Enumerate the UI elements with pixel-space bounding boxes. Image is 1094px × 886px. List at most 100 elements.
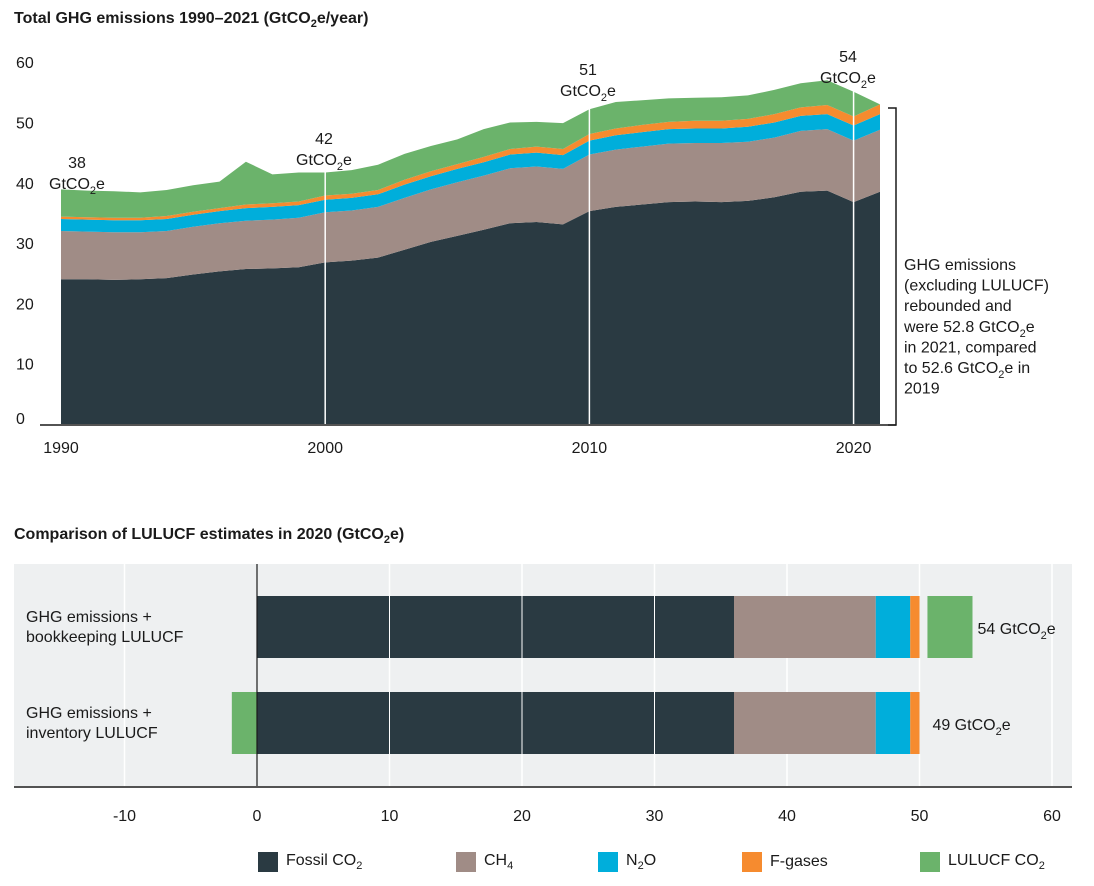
bar-category-label: bookkeeping LULUCF [26,629,184,646]
legend-label: F-gases [770,853,828,871]
side-note-line-pre: GHG emissions [904,257,1016,274]
legend-label-pre: LULUCF CO [948,852,1039,869]
annotation-value: 38 [68,155,86,172]
legend-swatch [598,852,618,873]
annotation-value: 42 [315,131,333,148]
bar-x-tick-label: 30 [646,808,664,825]
legend-swatch [258,852,278,873]
y-tick-label: 30 [16,236,34,253]
bar-x-tick-label: 40 [778,808,796,825]
bar-total-label-sub: 2 [996,726,1002,738]
annotation-value: 54 [839,49,857,66]
bar-total-label-sub: 2 [1041,630,1047,642]
bar-total-label-pre: 54 GtCO [978,621,1041,638]
y-tick-label: 20 [16,296,34,313]
legend-label-pre: CH [484,852,508,869]
bar-x-tick-label: 60 [1043,808,1061,825]
side-note-line-pre: (excluding LULUCF) [904,278,1049,295]
annotation-unit-post: e [96,176,105,193]
annotation-unit: GtCO2e [560,83,616,104]
side-note-line: rebounded and [904,298,1012,315]
chart-title-top: Total GHG emissions 1990–2021 (GtCO2e/ye… [14,10,369,31]
annotation-unit: GtCO2e [296,152,352,173]
side-note-line: GHG emissions [904,257,1016,274]
annotation-unit-pre: GtCO [49,176,90,193]
legend-label-pre: Fossil CO [286,852,357,869]
legend-label-post: O [643,852,657,869]
side-note-line-pre: rebounded and [904,298,1012,315]
annotation-unit-sub: 2 [90,185,96,197]
annotation-unit-sub: 2 [601,92,607,104]
bar-segment-fossil-co2 [257,692,734,754]
chart-legend: Fossil CO2 CH4 N2O F-gases LULUCF CO2 [0,852,1094,878]
bar-x-tick-label: 10 [381,808,399,825]
legend-item: F-gases [742,852,828,872]
legend-label: LULUCF CO2 [948,852,1045,872]
legend-label-sub: 4 [507,860,514,873]
annotation-unit-pre: GtCO [560,83,601,100]
annotation-unit: GtCO2e [820,70,876,91]
y-tick-label: 10 [16,357,34,374]
side-note-line-post: e in [1004,360,1030,377]
bar-x-tick-label: 20 [513,808,531,825]
bar-total-label-post: e [1047,621,1056,638]
annotation-unit-pre: GtCO [820,70,861,87]
legend-swatch [742,852,762,872]
bar-total-label-pre: 49 GtCO [932,717,995,734]
area-n2o [61,114,880,233]
side-note-line-pre: in 2021, compared [904,339,1037,356]
y-tick-label: 40 [16,176,34,193]
side-note-line-pre: to 52.6 GtCO [904,360,998,377]
y-tick-label: 60 [16,55,34,72]
bar-total-label: 49 GtCO2e [932,717,1010,738]
bar-segment-lulucf-co2 [231,692,257,754]
bar-segment-n2o [875,692,911,754]
annotation-unit-sub: 2 [861,79,867,91]
x-tick-label: 2020 [836,440,872,457]
legend-label: Fossil CO2 [286,852,362,872]
side-note-line: 2019 [904,381,940,398]
annotation-unit-post: e [867,70,876,87]
legend-label-sub: 2 [637,860,644,873]
bar-category-label: inventory LULUCF [26,725,158,742]
bar-x-tick-label: 50 [911,808,929,825]
area-f-gases [61,104,880,221]
side-note-line-sub: 2 [998,369,1004,381]
chart-title-bottom: Comparison of LULUCF estimates in 2020 (… [14,526,405,547]
bar-x-tick-label: 0 [253,808,262,825]
annotation-unit-pre: GtCO [296,152,337,169]
bar-segment-f-gases-stripe [919,596,928,658]
bar-x-tick-label: -10 [113,808,136,825]
bar-category-label: GHG emissions + [26,705,152,722]
side-note-line-pre: 2019 [904,381,940,398]
legend-label-pre: N [626,852,638,869]
area-fossil-co2 [61,190,880,424]
bar-segment-ch4 [734,596,876,658]
legend-label-pre: F-gases [770,853,828,870]
x-tick-label: 2000 [307,440,343,457]
bar-segment-f-gases [910,692,920,754]
side-note-line: to 52.6 GtCO2e in [904,360,1030,381]
legend-item: LULUCF CO2 [920,852,1045,872]
bar-segment-n2o [875,596,911,658]
bar-total-label: 54 GtCO2e [978,621,1056,642]
annotation-unit: GtCO2e [49,176,105,197]
side-note-line-post: e [1026,319,1035,336]
bar-category-label: GHG emissions + [26,609,152,626]
legend-label: CH4 [484,852,513,872]
bar-segment-lulucf-co2 [927,596,973,658]
annotation-unit-post: e [343,152,352,169]
legend-swatch [920,852,940,873]
legend-label-sub: 2 [356,860,363,873]
x-tick-label: 1990 [43,440,79,457]
area-lulucf-co2 [61,80,880,218]
legend-item: CH4 [456,852,513,872]
side-note-line: were 52.8 GtCO2e [903,319,1035,340]
annotation-unit-sub: 2 [337,161,343,173]
bar-segment-f-gases-stripe [919,692,928,754]
annotation-unit-post: e [607,83,616,100]
area-ch4 [61,129,880,280]
bar-segment-f-gases [910,596,920,658]
legend-label: N2O [626,852,656,872]
